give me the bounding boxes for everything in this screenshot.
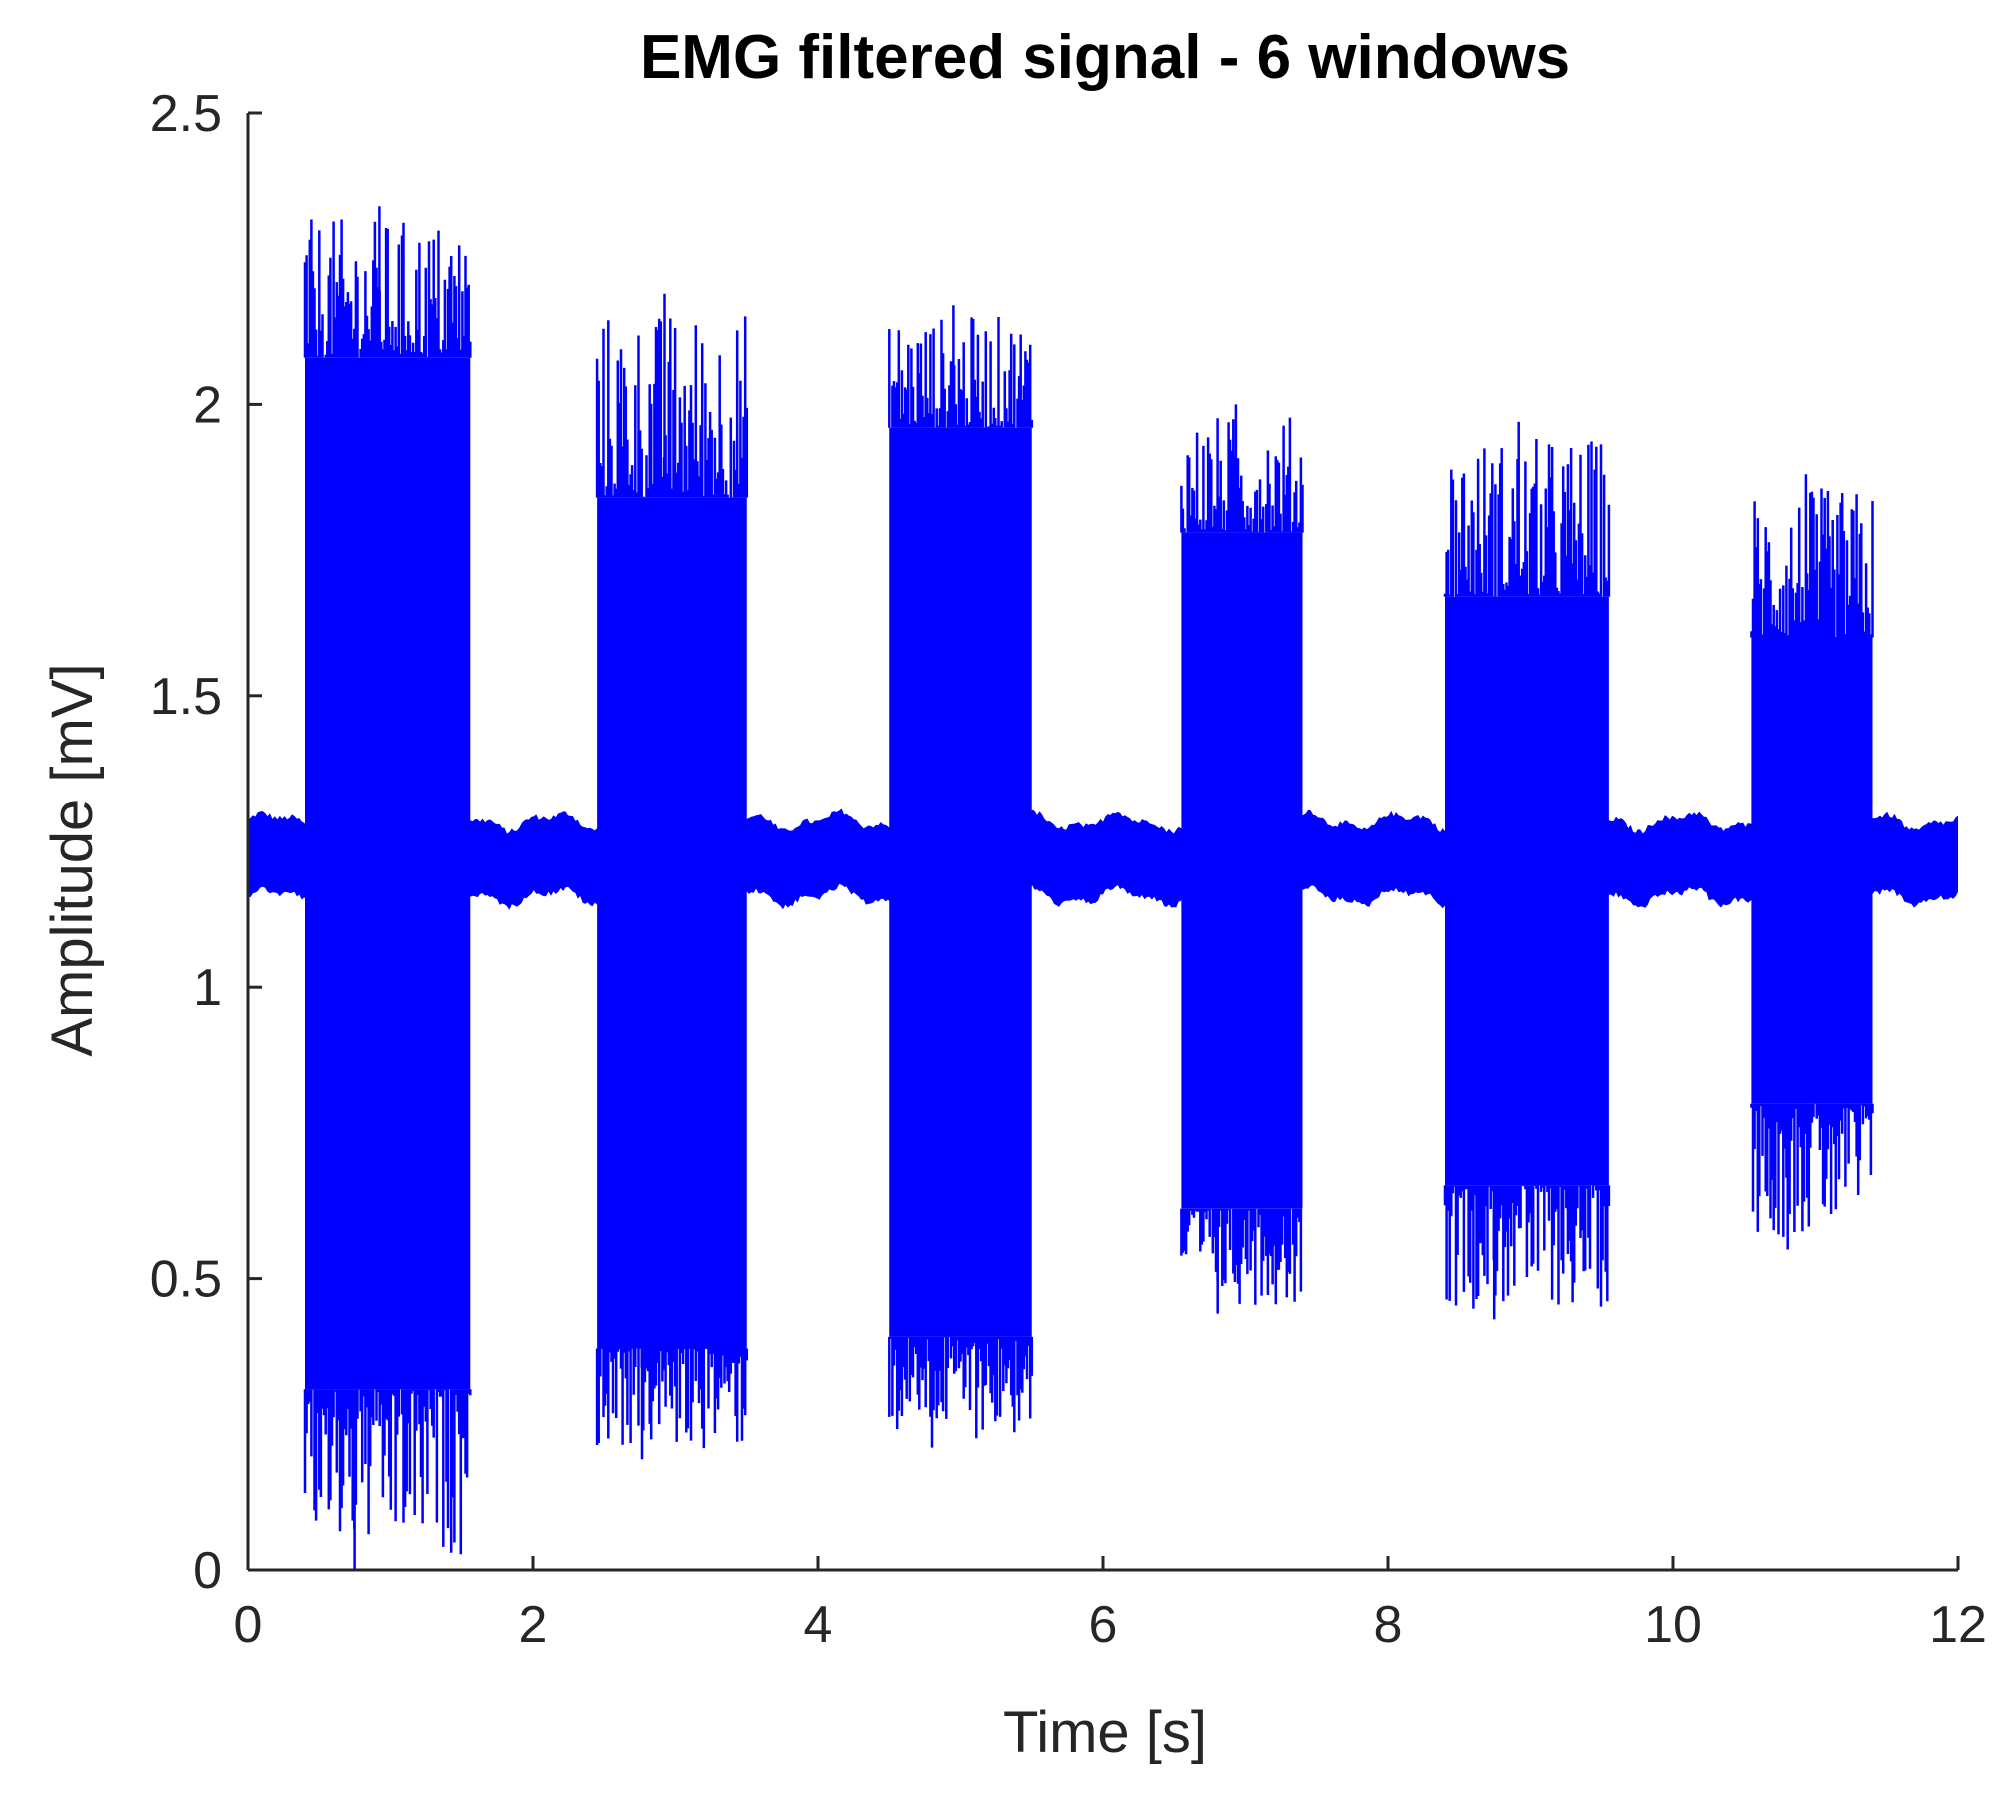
x-tick-label: 12 [1929,1596,1987,1654]
plot-area [248,206,1958,1570]
y-tick-label: 0.5 [150,1251,222,1309]
y-tick-label: 2 [193,376,222,434]
x-axis-ticks: 0 2 4 6 8 10 12 [234,1556,1987,1654]
x-tick-label: 6 [1089,1596,1118,1654]
x-tick-label: 4 [804,1596,833,1654]
y-tick-label: 1.5 [150,668,222,726]
signal-window-3 [888,305,1034,1448]
signal-baseline [248,808,1958,910]
signal-window-6 [1750,474,1874,1250]
y-tick-label: 0 [193,1542,222,1600]
x-tick-label: 0 [234,1596,263,1654]
signal-window-2 [595,293,749,1460]
y-axis-label: Amplitude [mV] [40,663,105,1056]
y-axis-ticks: 0 0.5 1 1.5 2 2.5 [150,85,262,1600]
signal-window-5 [1443,421,1611,1320]
signal-window-1 [303,206,472,1570]
y-tick-label: 2.5 [150,85,222,143]
signal-window-4 [1180,404,1304,1314]
chart-title: EMG filtered signal - 6 windows [640,23,1570,92]
x-axis-label: Time [s] [1003,1700,1207,1765]
x-tick-label: 2 [519,1596,548,1654]
x-tick-label: 8 [1374,1596,1403,1654]
x-tick-label: 10 [1644,1596,1702,1654]
y-tick-label: 1 [193,959,222,1017]
